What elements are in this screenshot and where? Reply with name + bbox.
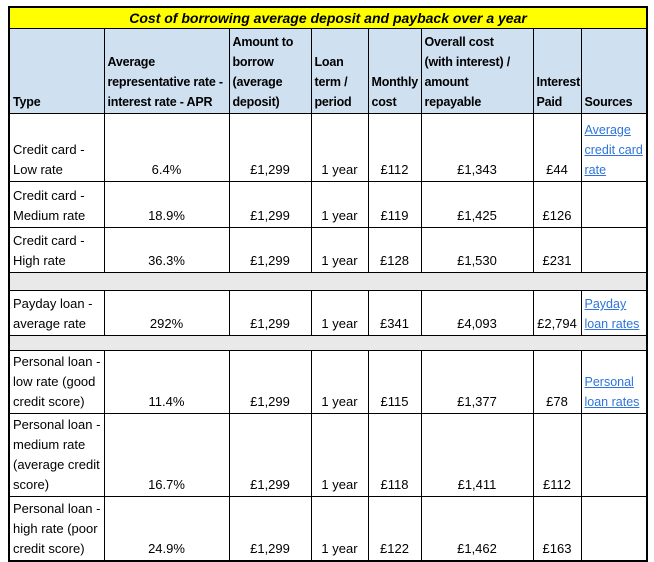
cell-type: Credit card - Low rate	[8, 113, 105, 182]
personal-loan-rates-link[interactable]: Personal loan rates	[584, 375, 640, 409]
cell-source: Payday loan rates	[580, 290, 648, 336]
cell-source	[580, 181, 648, 228]
table-row-credit-card-high: Credit card - High rate 36.3% £1,299 1 y…	[8, 227, 648, 273]
cell-term: 1 year	[310, 350, 369, 414]
separator-row	[8, 272, 648, 291]
cell-interest-paid: £231	[532, 227, 582, 273]
cell-amount: £1,299	[228, 290, 312, 336]
cell-amount: £1,299	[228, 350, 312, 414]
column-header-sources: Sources	[580, 28, 648, 114]
cell-source	[580, 496, 648, 561]
separator-cell	[8, 335, 648, 351]
cell-monthly-cost: £341	[367, 290, 422, 336]
table-title: Cost of borrowing average deposit and pa…	[8, 6, 648, 29]
cell-rate: 36.3%	[103, 227, 230, 273]
cell-overall-cost: £1,343	[420, 113, 534, 182]
cell-interest-paid: £2,794	[532, 290, 582, 336]
column-header-overall-cost: Overall cost (with interest) / amount re…	[420, 28, 534, 114]
title-row: Cost of borrowing average deposit and pa…	[8, 6, 648, 29]
cell-overall-cost: £1,377	[420, 350, 534, 414]
cell-monthly-cost: £118	[367, 413, 422, 497]
cell-interest-paid: £44	[532, 113, 582, 182]
column-header-monthly-cost: Monthly cost	[367, 28, 422, 114]
table-row-personal-loan-high: Personal loan - high rate (poor credit s…	[8, 496, 648, 561]
cell-amount: £1,299	[228, 181, 312, 228]
header-row: Type Average representative rate - inter…	[8, 28, 648, 114]
cell-monthly-cost: £122	[367, 496, 422, 561]
cell-overall-cost: £1,462	[420, 496, 534, 561]
cell-source: Personal loan rates	[580, 350, 648, 414]
cell-rate: 18.9%	[103, 181, 230, 228]
table-row-payday-loan: Payday loan - average rate 292% £1,299 1…	[8, 290, 648, 336]
cell-source	[580, 413, 648, 497]
cell-amount: £1,299	[228, 413, 312, 497]
cell-amount: £1,299	[228, 113, 312, 182]
column-header-amount: Amount to borrow (average deposit)	[228, 28, 312, 114]
cell-rate: 16.7%	[103, 413, 230, 497]
cell-rate: 6.4%	[103, 113, 230, 182]
cell-monthly-cost: £112	[367, 113, 422, 182]
separator-cell	[8, 272, 648, 291]
table-row-personal-loan-low: Personal loan - low rate (good credit sc…	[8, 350, 648, 414]
cell-rate: 24.9%	[103, 496, 230, 561]
column-header-term: Loan term / period	[310, 28, 369, 114]
cell-type: Payday loan - average rate	[8, 290, 105, 336]
cell-interest-paid: £126	[532, 181, 582, 228]
cell-amount: £1,299	[228, 496, 312, 561]
cell-interest-paid: £112	[532, 413, 582, 497]
cell-overall-cost: £1,425	[420, 181, 534, 228]
borrowing-cost-table: Cost of borrowing average deposit and pa…	[8, 6, 649, 562]
table-row-personal-loan-medium: Personal loan - medium rate (average cre…	[8, 413, 648, 497]
average-credit-card-rate-link[interactable]: Average credit card rate	[584, 123, 643, 177]
table-row-credit-card-medium: Credit card - Medium rate 18.9% £1,299 1…	[8, 181, 648, 228]
column-header-interest-paid: Interest Paid	[532, 28, 582, 114]
cell-term: 1 year	[310, 413, 369, 497]
cell-interest-paid: £78	[532, 350, 582, 414]
cell-overall-cost: £1,411	[420, 413, 534, 497]
cell-term: 1 year	[310, 290, 369, 336]
cell-type: Credit card - High rate	[8, 227, 105, 273]
column-header-rate: Average representative rate - interest r…	[103, 28, 230, 114]
cell-type: Personal loan - low rate (good credit sc…	[8, 350, 105, 414]
cell-type: Personal loan - medium rate (average cre…	[8, 413, 105, 497]
cell-overall-cost: £1,530	[420, 227, 534, 273]
cell-interest-paid: £163	[532, 496, 582, 561]
cell-source: Average credit card rate	[580, 113, 648, 182]
cell-term: 1 year	[310, 113, 369, 182]
cell-monthly-cost: £115	[367, 350, 422, 414]
cell-term: 1 year	[310, 496, 369, 561]
cell-overall-cost: £4,093	[420, 290, 534, 336]
cell-monthly-cost: £119	[367, 181, 422, 228]
cell-monthly-cost: £128	[367, 227, 422, 273]
cell-term: 1 year	[310, 227, 369, 273]
cell-rate: 292%	[103, 290, 230, 336]
separator-row	[8, 335, 648, 351]
cell-amount: £1,299	[228, 227, 312, 273]
cell-rate: 11.4%	[103, 350, 230, 414]
payday-loan-rates-link[interactable]: Payday loan rates	[584, 297, 640, 331]
cell-type: Credit card - Medium rate	[8, 181, 105, 228]
column-header-type: Type	[8, 28, 105, 114]
cell-source	[580, 227, 648, 273]
cell-type: Personal loan - high rate (poor credit s…	[8, 496, 105, 561]
cell-term: 1 year	[310, 181, 369, 228]
table-row-credit-card-low: Credit card - Low rate 6.4% £1,299 1 yea…	[8, 113, 648, 182]
